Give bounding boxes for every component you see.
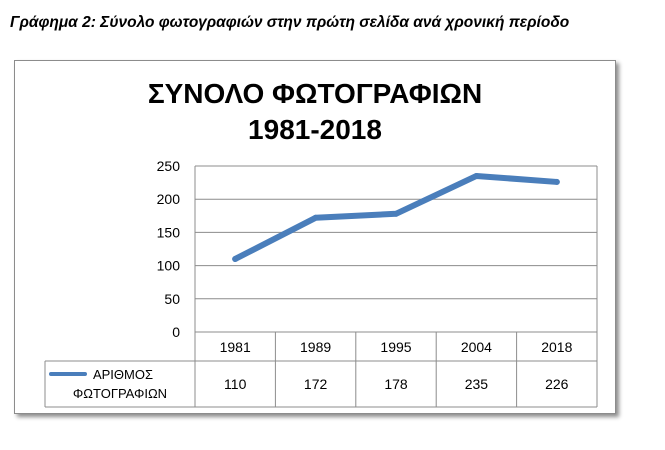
x-category-label: 1995 bbox=[380, 339, 411, 355]
x-category-label: 1989 bbox=[300, 339, 331, 355]
data-point bbox=[312, 214, 319, 221]
y-tick-label: 250 bbox=[157, 158, 181, 174]
y-tick-label: 200 bbox=[157, 191, 181, 207]
line-chart: 0 50 100 150 200 250 1981 110 1989 172 1995 178 2004… bbox=[44, 158, 598, 408]
data-point bbox=[232, 255, 239, 262]
series-line bbox=[232, 172, 560, 262]
chart-title-line2: 1981-2018 bbox=[248, 114, 382, 145]
data-point bbox=[393, 210, 399, 217]
y-tick-label: 0 bbox=[172, 324, 180, 340]
data-point bbox=[473, 172, 480, 179]
data-table-value: 172 bbox=[304, 376, 328, 392]
legend-label-line1: ΑΡΙΘΜΟΣ bbox=[93, 367, 153, 382]
figure-caption: Γράφημα 2: Σύνολο φωτογραφιών στην πρώτη… bbox=[10, 14, 570, 31]
chart-frame: ΣΥΝΟΛΟ ΦΩΤΟΓΡΑΦΙΩΝ 1981-2018 0 50 100 150 20… bbox=[14, 60, 616, 414]
x-category-label: 2004 bbox=[461, 339, 492, 355]
x-category-label: 2018 bbox=[541, 339, 572, 355]
data-table-value: 226 bbox=[545, 376, 569, 392]
data-point bbox=[553, 178, 560, 185]
data-table-value: 178 bbox=[384, 376, 408, 392]
y-tick-label: 50 bbox=[164, 291, 180, 307]
y-tick-label: 100 bbox=[157, 258, 181, 274]
y-tick-label: 150 bbox=[157, 224, 181, 240]
data-table-value: 235 bbox=[465, 376, 489, 392]
x-category-label: 1981 bbox=[220, 339, 251, 355]
legend-label-line2: ΦΩΤΟΓΡΑΦΙΩΝ bbox=[73, 386, 167, 401]
data-table-value: 110 bbox=[224, 376, 247, 392]
chart-title-line1: ΣΥΝΟΛΟ ΦΩΤΟΓΡΑΦΙΩΝ bbox=[147, 78, 483, 109]
